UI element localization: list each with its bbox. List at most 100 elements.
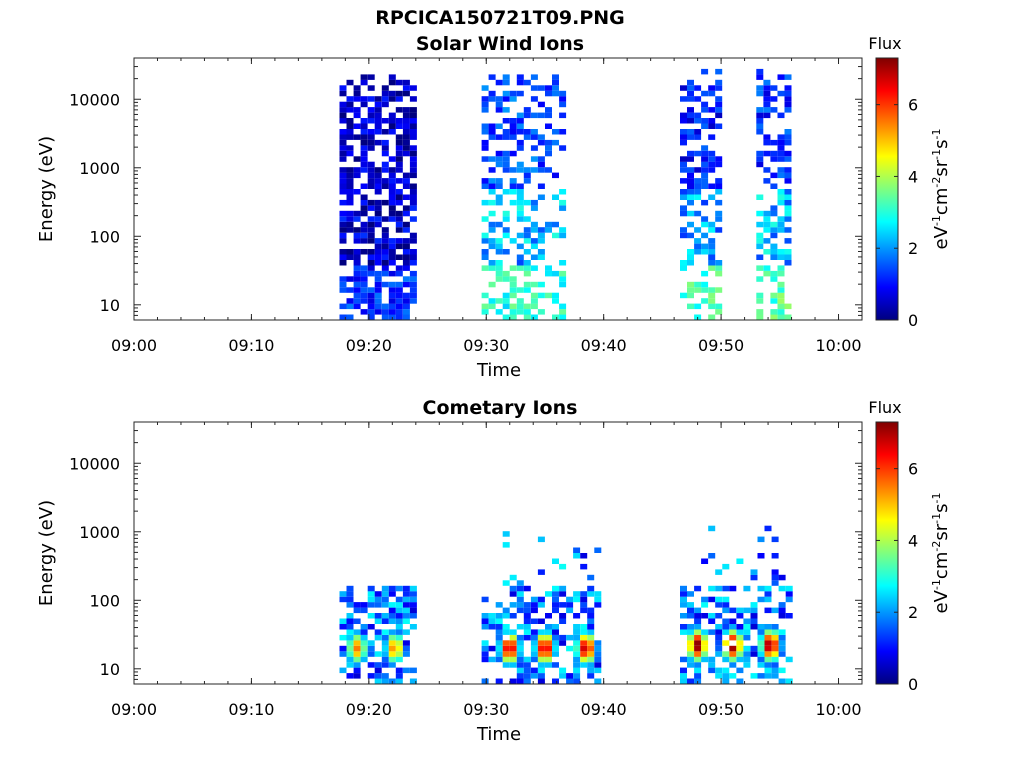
spectrogram-cell [552,270,559,277]
spectrogram-cell [771,553,779,559]
spectrogram-cell [509,129,517,135]
spectrogram-cell [502,270,510,277]
spectrogram-cell [545,227,552,233]
spectrogram-cell [770,150,778,157]
spectrogram-cell [715,189,723,195]
spectrogram-cell [750,673,758,679]
spectrogram-cell [701,232,709,239]
spectrogram-cell [488,645,496,652]
spectrogram-cell [743,629,751,635]
spectrogram-cell [346,613,354,619]
spectrogram-cell [502,651,510,657]
spectrogram-cell [530,112,538,119]
spectrogram-cell [353,227,361,233]
spectrogram-cell [594,651,602,657]
spectrogram-cell [687,150,694,157]
spectrogram-cell [537,292,545,299]
spectrogram-cell [395,634,403,641]
spectrogram-cell [353,260,361,266]
spectrogram-cell [559,112,567,119]
spectrogram-cell [360,139,368,146]
spectrogram-cell [381,314,389,320]
spectrogram-cell [388,112,396,119]
spectrogram-cell [687,79,694,86]
spectrogram-cell [756,276,764,282]
spectrogram-cell [481,265,489,271]
spectrogram-cell [353,287,361,293]
spectrogram-cell [573,667,581,674]
spectrogram-cell [516,309,524,315]
spectrogram-cell [680,667,687,674]
colorbar-tick-label: 4 [908,531,918,550]
spectrogram-cell [594,678,602,684]
spectrogram-cell [488,243,496,250]
spectrogram-cell [346,101,354,108]
spectrogram-cell [367,591,375,597]
spectrogram-cell [388,607,396,614]
spectrogram-cell [367,145,375,151]
spectrogram-cell [367,161,375,168]
spectrogram-cell [353,607,361,614]
spectrogram-cell [516,254,524,260]
spectrogram-cell [559,591,567,597]
spectrogram-cell [353,292,361,299]
spectrogram-cell [701,298,709,304]
spectrogram-cell [771,580,779,586]
spectrogram-cell [353,651,361,657]
spectrogram-cell [587,607,595,614]
spectrogram-cell [509,303,517,310]
spectrogram-cell [481,216,489,222]
spectrogram-cell [573,656,581,663]
spectrogram-cell [530,156,538,162]
spectrogram-cell [409,260,417,266]
spectrogram-cell [360,634,368,641]
spectrogram-cell [381,139,389,146]
spectrogram-cell [502,150,510,157]
spectrogram-cell [395,107,403,113]
spectrogram-cell [701,243,709,250]
spectrogram-cell [523,607,531,614]
spectrogram-cell [502,607,510,614]
spectrogram-cell [594,591,602,597]
spectrogram-cell [395,607,403,614]
spectrogram-cell [402,585,410,592]
spectrogram-cell [388,156,396,162]
spectrogram-cell [381,309,389,315]
spectrogram-cell [502,298,510,304]
spectrogram-cell [353,303,361,310]
spectrogram-cell [353,210,361,217]
spectrogram-cell [353,107,361,113]
spectrogram-cell [360,249,368,255]
spectrogram-cell [388,629,396,635]
spectrogram-cell [495,309,503,315]
spectrogram-cell [339,667,347,674]
spectrogram-cell [388,96,396,102]
spectrogram-cell [495,276,503,282]
spectrogram-cell [367,216,375,222]
x-tick-label: 10:00 [815,336,861,355]
spectrogram-cell [402,596,410,603]
spectrogram-cell [778,645,786,652]
spectrogram-cell [409,249,417,255]
spectrogram-cell [502,167,510,173]
spectrogram-cell [509,183,517,189]
spectrogram-cell [559,90,567,97]
spectrogram-cell [388,74,396,80]
spectrogram-cell [552,194,559,200]
spectrogram-cell [756,68,764,75]
spectrogram-cell [694,629,702,635]
spectrogram-cell [346,227,354,233]
spectrogram-cell [395,667,403,674]
spectrogram-cell [339,101,347,108]
panel-title: Solar Wind Ions [416,33,584,55]
spectrogram-cell [750,624,758,630]
spectrogram-cell [559,602,567,608]
spectrogram-cell [395,189,403,195]
spectrogram-cell [360,150,368,157]
colorbar-tick-label: 0 [908,675,918,694]
spectrogram-cell [409,161,417,168]
spectrogram-cell [346,167,354,173]
spectrogram-cell [729,629,737,635]
spectrogram-cell [694,249,702,255]
spectrogram-cell [580,624,588,630]
